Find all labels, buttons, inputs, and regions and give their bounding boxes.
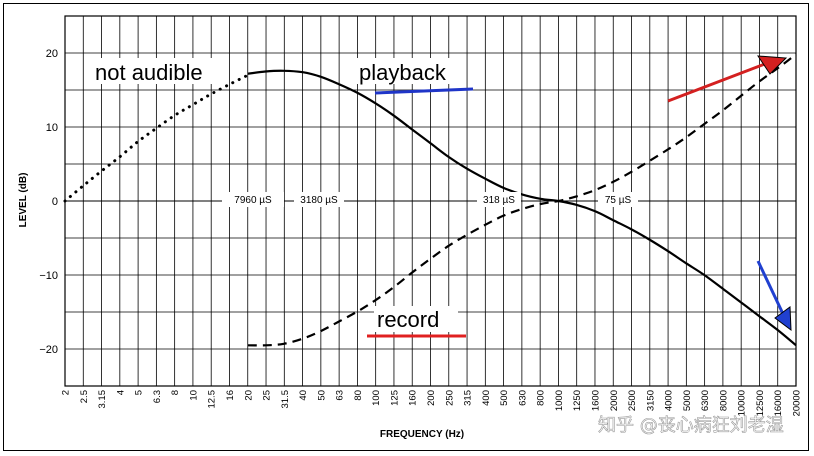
x-tick-label: 40: [298, 390, 309, 401]
annotation-bg: [92, 58, 228, 84]
tc-label-75: 75 µS: [605, 195, 632, 206]
x-tick-label: 6.3: [152, 390, 163, 403]
x-tick-label: 10: [188, 390, 199, 401]
annotation-bg: [374, 306, 458, 332]
x-tick-label: 160: [408, 390, 419, 406]
x-tick-label: 3150: [645, 390, 656, 411]
blue-arrow-head: [774, 306, 792, 332]
x-tick-label: 50: [316, 390, 327, 401]
y-tick-labels: 20 10 0 −10 −20: [39, 48, 58, 356]
y-tick-label: 20: [46, 48, 58, 60]
y-axis-label: LEVEL (dB): [18, 173, 29, 228]
x-tick-label: 1600: [590, 390, 601, 411]
tc-label-3180: 3180 µS: [300, 195, 338, 206]
x-tick-label: 16: [225, 390, 236, 401]
x-tick-label: 400: [481, 390, 492, 406]
playback-underline: [374, 87, 474, 95]
y-tick-label: −20: [39, 344, 58, 356]
annotation-bg: [356, 58, 466, 84]
x-tick-label: 315: [463, 390, 474, 406]
tc-label-bg: [477, 192, 521, 207]
y-tick-label: 10: [46, 122, 58, 134]
x-tick-label: 25: [262, 390, 273, 401]
x-tick-label: 200: [426, 390, 437, 406]
x-tick-label: 12.5: [207, 390, 218, 409]
annotation-not-audible: not audible: [95, 60, 203, 85]
x-tick-label: 2500: [627, 390, 638, 411]
x-tick-label: 630: [517, 390, 528, 406]
red-arrow-head: [757, 55, 788, 75]
x-tick-label: 2.5: [79, 390, 90, 403]
x-tick-label: 1000: [554, 390, 565, 411]
x-tick-label: 125: [389, 390, 400, 406]
x-tick-label: 500: [499, 390, 510, 406]
x-tick-label: 16000: [773, 390, 784, 416]
x-axis-label: FREQUENCY (Hz): [380, 429, 464, 440]
x-tick-label: 3.15: [97, 390, 108, 409]
x-tick-label: 20: [243, 390, 254, 401]
x-tick-label: 6300: [700, 390, 711, 411]
curves: [63, 53, 797, 347]
annotation-playback: playback: [359, 60, 447, 85]
x-tick-labels: 2 2.5 3.15 4 5 6.3 8 10 12.5 16 20 25 31.5 40 50 63 80 10…: [61, 390, 803, 416]
x-tick-label: 100: [371, 390, 382, 406]
x-tick-label: 2000: [609, 390, 620, 411]
blue-arrow-shaft: [756, 260, 786, 317]
x-tick-label: 8: [170, 390, 181, 395]
series-line-playback: [247, 69, 797, 347]
x-tick-label: 12500: [755, 390, 766, 416]
watermark: 知乎 @丧心病狂刘老湿: [598, 415, 784, 436]
red-arrow-shaft: [667, 60, 771, 103]
x-tick-label: 31.5: [280, 390, 291, 409]
x-tick-label: 20000: [792, 390, 803, 416]
x-tick-label: 2: [61, 390, 72, 395]
tc-label-bg: [294, 192, 344, 207]
x-tick-label: 8000: [718, 390, 729, 411]
annotation-record: record: [377, 307, 439, 332]
tc-label-7960: 7960 µS: [234, 195, 272, 206]
y-tick-label: −10: [39, 270, 58, 282]
tc-label-318: 318 µS: [483, 195, 515, 206]
x-tick-label: 250: [444, 390, 455, 406]
series-line-record: [247, 53, 797, 347]
x-tick-label: 63: [335, 390, 346, 401]
x-tick-label: 1250: [572, 390, 583, 411]
x-tick-label: 4: [115, 390, 126, 395]
tc-label-bg: [222, 192, 284, 207]
x-tick-label: 5: [134, 390, 145, 395]
x-tick-label: 10000: [737, 390, 748, 416]
x-tick-label: 800: [536, 390, 547, 406]
x-tick-label: 4000: [664, 390, 675, 411]
x-tick-label: 80: [353, 390, 364, 401]
y-tick-label: 0: [52, 196, 58, 208]
tc-label-bg: [598, 192, 638, 207]
x-tick-label: 5000: [682, 390, 693, 411]
